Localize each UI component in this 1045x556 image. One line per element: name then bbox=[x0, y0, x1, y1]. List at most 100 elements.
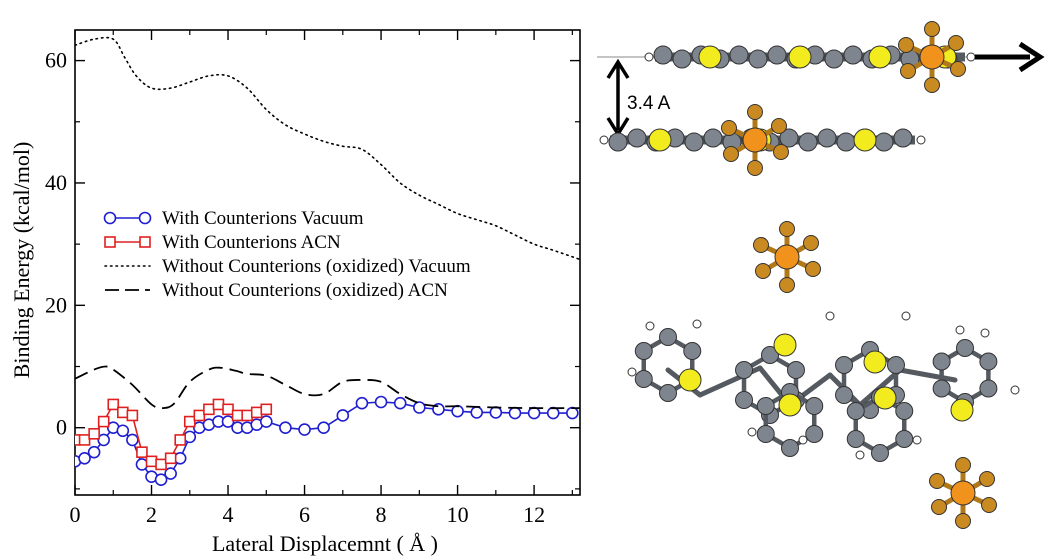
fluorine-atom bbox=[924, 77, 940, 93]
data-point-square bbox=[222, 403, 234, 416]
series-4 bbox=[75, 365, 580, 410]
data-point-square bbox=[260, 403, 273, 416]
carbon-atom bbox=[748, 49, 768, 69]
hydrogen-atom bbox=[916, 135, 926, 145]
phosphorus-atom bbox=[950, 480, 976, 506]
fluorine-atom bbox=[979, 471, 995, 487]
x-tick-label: 0 bbox=[70, 502, 81, 527]
fluorine-atom bbox=[981, 497, 997, 513]
carbon-atom bbox=[659, 328, 677, 346]
carbon-atom bbox=[979, 352, 998, 371]
x-tick-label: 12 bbox=[523, 502, 545, 527]
bond bbox=[857, 367, 903, 408]
data-point-circle bbox=[154, 473, 168, 487]
series-line bbox=[75, 365, 580, 410]
carbon-atom bbox=[703, 128, 723, 148]
carbon-atom bbox=[893, 128, 913, 148]
binding-energy-chart: 0 2 4 6 8 10 12 0 20 40 60 Lateral Displacemnt ( Å… bbox=[9, 29, 581, 556]
carbon-atom bbox=[817, 128, 837, 148]
carbon-atom bbox=[627, 128, 647, 148]
carbon-atom bbox=[756, 425, 775, 443]
chart-legend: With Counterions Vacuum With Counterions … bbox=[103, 208, 471, 301]
data-point-circle bbox=[527, 406, 541, 420]
pf6-counterion bbox=[753, 221, 821, 293]
sulfur-atom bbox=[773, 333, 797, 357]
fluorine-atom bbox=[723, 146, 739, 162]
legend-marker-square bbox=[139, 236, 151, 248]
hydrogen-atom bbox=[1010, 385, 1020, 395]
carbon-atom bbox=[659, 384, 677, 402]
fluorine-atom bbox=[929, 473, 945, 489]
legend-marker-square bbox=[104, 236, 116, 248]
fluorine-atom bbox=[900, 63, 916, 79]
carbon-atom bbox=[932, 352, 951, 371]
distance-arrow-head-up bbox=[606, 58, 630, 79]
x-tick-label: 10 bbox=[447, 502, 469, 527]
series-3 bbox=[75, 36, 580, 261]
plot-frame bbox=[74, 29, 581, 496]
fluorine-atom bbox=[948, 35, 964, 51]
carbon-atom bbox=[729, 45, 749, 65]
y-tick-label: 60 bbox=[45, 48, 67, 73]
carbon-atom bbox=[846, 402, 865, 420]
hydrogen-atom bbox=[955, 325, 965, 335]
carbon-atom bbox=[683, 342, 702, 360]
data-point-circle bbox=[164, 467, 177, 480]
data-point-circle bbox=[489, 406, 503, 419]
carbon-atom bbox=[871, 444, 889, 462]
data-point-square bbox=[107, 398, 120, 411]
fluorine-atom bbox=[721, 120, 737, 136]
tick-labels-group: 0 2 4 6 8 10 12 0 20 40 60 bbox=[45, 48, 545, 527]
pf6-counterion bbox=[898, 21, 966, 93]
data-point-circle bbox=[259, 415, 273, 428]
interlayer-distance-arrow bbox=[606, 58, 630, 138]
data-point-circle bbox=[470, 406, 484, 419]
fluorine-atom bbox=[931, 499, 947, 515]
data-point-square bbox=[97, 415, 110, 428]
phosphorus-atom bbox=[742, 127, 768, 153]
data-point-square bbox=[126, 409, 139, 422]
phosphorus-atom bbox=[774, 244, 800, 270]
phosphorus-atom bbox=[919, 44, 945, 70]
x-tick-label: 2 bbox=[146, 502, 157, 527]
carbon-atom bbox=[634, 370, 653, 388]
legend-label: With Counterions ACN bbox=[162, 232, 341, 253]
carbon-atom bbox=[672, 49, 692, 69]
series-2 bbox=[75, 398, 273, 471]
legend-entry: With Counterions ACN bbox=[104, 232, 341, 253]
hydrogen-atom bbox=[912, 435, 922, 445]
sulfur-atom bbox=[950, 398, 974, 422]
data-point-circle bbox=[336, 409, 350, 422]
data-point-square bbox=[88, 428, 100, 440]
fluorine-atom bbox=[771, 118, 787, 134]
pf6-counterion bbox=[721, 104, 789, 176]
series-group bbox=[75, 36, 580, 487]
carbon-atom bbox=[684, 132, 704, 152]
carbon-atom bbox=[895, 430, 914, 448]
axes-frame-group bbox=[74, 29, 581, 496]
sulfur-atom bbox=[678, 368, 702, 392]
data-point-circle bbox=[97, 433, 110, 447]
legend-entry: Without Counterions (oxidized) ACN bbox=[105, 280, 448, 301]
carbon-atom bbox=[653, 45, 673, 65]
fluorine-atom bbox=[779, 221, 795, 237]
carbon-atom bbox=[835, 386, 854, 404]
series-line bbox=[75, 36, 580, 261]
pf6-counterion bbox=[929, 457, 997, 529]
fluorine-atom bbox=[950, 61, 966, 77]
data-point-circle bbox=[393, 396, 407, 410]
carbon-atom bbox=[634, 342, 653, 360]
x-tick-label: 4 bbox=[223, 502, 234, 527]
fluorine-atom bbox=[747, 104, 763, 120]
carbon-atom bbox=[781, 439, 799, 457]
carbon-atom bbox=[805, 397, 824, 415]
data-point-square bbox=[174, 434, 187, 446]
hydrogen-atom bbox=[645, 321, 655, 331]
data-point-square bbox=[78, 434, 91, 446]
carbon-atom bbox=[756, 397, 775, 415]
sulfur-atom bbox=[648, 128, 672, 152]
carbon-atom bbox=[608, 132, 628, 152]
ring-group bbox=[634, 328, 998, 462]
data-point-square bbox=[203, 403, 215, 416]
